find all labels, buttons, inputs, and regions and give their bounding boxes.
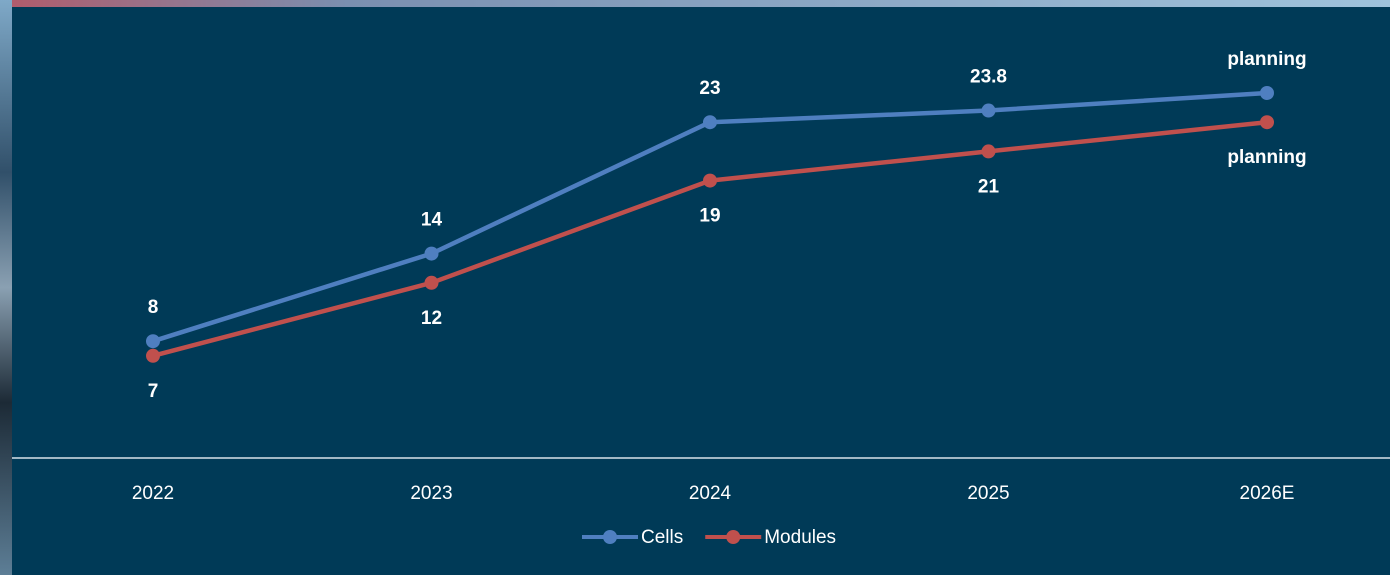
value-label: planning <box>1227 49 1306 70</box>
value-label: 12 <box>421 308 442 329</box>
legend-label: Modules <box>764 527 836 548</box>
top-strip <box>0 0 1390 7</box>
left-strip <box>0 0 12 575</box>
value-label: 14 <box>421 210 443 231</box>
legend-marker <box>726 530 740 544</box>
x-tick-label: 2024 <box>689 483 732 504</box>
legend-label: Cells <box>641 527 683 548</box>
point <box>703 174 717 188</box>
value-label: planning <box>1227 147 1306 168</box>
page: 2022 2023 2024 2025 2026E 8 14 23 23.8 planning 7 1… <box>0 0 1390 575</box>
point <box>703 115 717 129</box>
x-tick-label: 2025 <box>967 483 1009 504</box>
x-tick-label: 2022 <box>132 483 174 504</box>
x-tick-label: 2026E <box>1240 483 1295 504</box>
point <box>1260 115 1274 129</box>
point <box>982 144 996 158</box>
chart: 2022 2023 2024 2025 2026E 8 14 23 23.8 planning 7 1… <box>0 0 1390 575</box>
point <box>425 276 439 290</box>
value-label: 8 <box>148 297 159 318</box>
value-label: 7 <box>148 381 159 402</box>
value-label: 23.8 <box>970 67 1007 88</box>
legend-marker <box>603 530 617 544</box>
point <box>982 104 996 118</box>
point <box>146 334 160 348</box>
value-label: 23 <box>699 78 720 99</box>
point <box>146 349 160 363</box>
value-label: 21 <box>978 176 1000 197</box>
point <box>425 247 439 261</box>
point <box>1260 86 1274 100</box>
x-tick-label: 2023 <box>410 483 452 504</box>
value-label: 19 <box>699 206 720 227</box>
